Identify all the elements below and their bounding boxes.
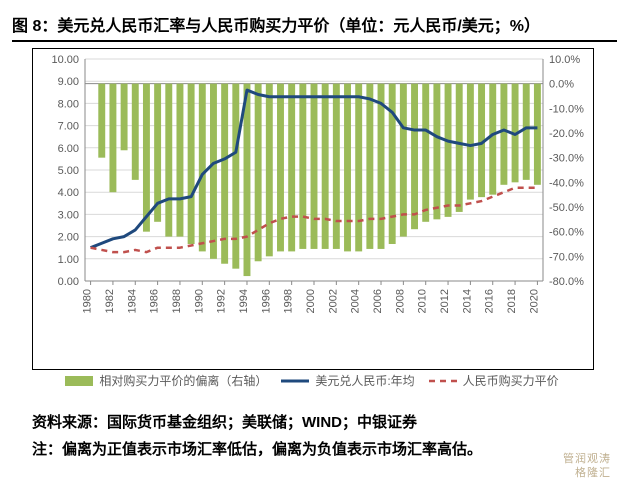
legend-swatch-dash [429, 376, 457, 386]
svg-text:2018: 2018 [506, 289, 518, 313]
svg-text:2000: 2000 [305, 289, 317, 313]
legend-solid: 美元兑人民币:年均 [281, 372, 414, 389]
svg-text:9.00: 9.00 [58, 76, 79, 88]
svg-text:10.0%: 10.0% [549, 54, 580, 66]
chart-title: 图 8：美元兑人民币汇率与人民币购买力平价（单位：元人民币/美元；%） [12, 12, 617, 36]
svg-text:1986: 1986 [149, 289, 161, 313]
svg-text:1982: 1982 [104, 289, 116, 313]
svg-text:1994: 1994 [238, 289, 250, 313]
svg-text:1988: 1988 [171, 289, 183, 313]
legend-swatch-bar [65, 376, 93, 386]
chart-container: 0.00 1.00 2.00 3.00 4.00 5.00 6.00 7.00 8.00 9.00… [32, 48, 594, 370]
footer: 资料来源：国际货币基金组织；美联储；WIND；中银证券 注：偏离为正值表示市场汇… [32, 409, 617, 463]
svg-text:-60.0%: -60.0% [549, 227, 584, 239]
svg-text:2008: 2008 [394, 289, 406, 313]
watermark-2: 格隆汇 [575, 464, 611, 480]
title-rule [12, 40, 617, 42]
svg-text:1984: 1984 [126, 289, 138, 313]
chart-svg: 0.00 1.00 2.00 3.00 4.00 5.00 6.00 7.00 8.00 9.00… [33, 49, 593, 369]
svg-text:1998: 1998 [283, 289, 295, 313]
svg-text:-40.0%: -40.0% [549, 177, 584, 189]
legend: 相对购买力平价的偏离（右轴） 美元兑人民币:年均 人民币购买力平价 [32, 372, 592, 389]
svg-text:2.00: 2.00 [58, 232, 79, 244]
svg-text:-20.0%: -20.0% [549, 128, 584, 140]
svg-text:10.00: 10.00 [51, 54, 79, 66]
legend-dash-label: 人民币购买力平价 [463, 372, 559, 389]
svg-text:1992: 1992 [216, 289, 228, 313]
svg-text:-80.0%: -80.0% [549, 276, 584, 288]
svg-text:-70.0%: -70.0% [549, 251, 584, 263]
svg-text:8.00: 8.00 [58, 98, 79, 110]
svg-text:6.00: 6.00 [58, 143, 79, 155]
svg-text:2020: 2020 [528, 289, 540, 313]
legend-swatch-solid [281, 376, 309, 386]
legend-solid-label: 美元兑人民币:年均 [315, 372, 414, 389]
svg-text:0.0%: 0.0% [549, 79, 574, 91]
source-line: 资料来源：国际货币基金组织；美联储；WIND；中银证券 [32, 409, 617, 436]
svg-text:2016: 2016 [484, 289, 496, 313]
svg-text:2014: 2014 [461, 289, 473, 313]
svg-text:3.00: 3.00 [58, 209, 79, 221]
svg-text:2010: 2010 [417, 289, 429, 313]
svg-text:1.00: 1.00 [58, 254, 79, 266]
svg-text:1980: 1980 [82, 289, 94, 313]
legend-dash: 人民币购买力平价 [429, 372, 559, 389]
svg-text:2002: 2002 [327, 289, 339, 313]
note-line: 注：偏离为正值表示市场汇率低估，偏离为负值表示市场汇率高估。 [32, 436, 617, 463]
svg-text:-10.0%: -10.0% [549, 103, 584, 115]
svg-text:7.00: 7.00 [58, 121, 79, 133]
svg-text:5.00: 5.00 [58, 165, 79, 177]
svg-text:2004: 2004 [350, 289, 362, 313]
svg-text:2012: 2012 [439, 289, 451, 313]
svg-text:2006: 2006 [372, 289, 384, 313]
svg-text:1996: 1996 [260, 289, 272, 313]
legend-bars-label: 相对购买力平价的偏离（右轴） [99, 372, 267, 389]
svg-text:-30.0%: -30.0% [549, 153, 584, 165]
svg-text:1990: 1990 [193, 289, 205, 313]
svg-text:0.00: 0.00 [58, 276, 79, 288]
legend-bars: 相对购买力平价的偏离（右轴） [65, 372, 267, 389]
svg-text:4.00: 4.00 [58, 187, 79, 199]
svg-text:-50.0%: -50.0% [549, 202, 584, 214]
